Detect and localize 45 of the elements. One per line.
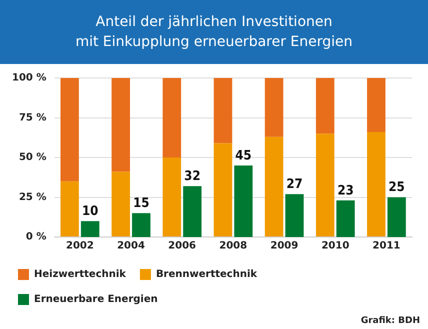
data-label: 10 bbox=[82, 204, 98, 219]
text: Grafik: BDH bbox=[360, 316, 420, 326]
data-label: 45 bbox=[235, 148, 252, 164]
bar bbox=[234, 165, 253, 237]
bar bbox=[112, 78, 130, 172]
bar bbox=[162, 78, 182, 158]
bar bbox=[367, 78, 386, 132]
bar bbox=[387, 197, 406, 237]
x-tick-label: 2006 bbox=[168, 240, 196, 252]
bar bbox=[316, 78, 334, 134]
bar bbox=[112, 172, 130, 236]
legend-label: Erneuerbare Energien bbox=[34, 294, 158, 306]
y-tick-label: 0 % bbox=[26, 232, 46, 243]
x-tick-label: 2008 bbox=[219, 240, 248, 252]
y-tick-label: 50 % bbox=[18, 152, 46, 164]
bar bbox=[183, 186, 202, 237]
legend-label: Brennwerttechnik bbox=[156, 269, 258, 280]
x-tick-label: 2004 bbox=[117, 240, 145, 252]
bar bbox=[132, 213, 150, 237]
data-label: 32 bbox=[184, 168, 200, 184]
bar bbox=[316, 134, 334, 236]
y-tick-label: 25 % bbox=[18, 192, 46, 203]
legend-label: Heizwerttechnik bbox=[34, 269, 126, 280]
bar bbox=[285, 194, 304, 237]
bar bbox=[214, 143, 232, 236]
data-label: 23 bbox=[337, 183, 354, 198]
x-tick-label: 2009 bbox=[270, 240, 298, 252]
bar bbox=[264, 136, 284, 236]
bar bbox=[264, 78, 284, 137]
data-label: 15 bbox=[133, 196, 150, 212]
bar bbox=[60, 78, 79, 182]
chart-title: Anteil der jährlichen Investitionen mit Einkupplung erneuerbarer Energien bbox=[0, 0, 428, 64]
bar bbox=[214, 78, 232, 144]
data-label: 25 bbox=[388, 180, 405, 196]
data-label: 27 bbox=[286, 176, 303, 192]
y-tick-label: 100 % bbox=[12, 72, 46, 84]
bar bbox=[162, 158, 182, 236]
bar bbox=[60, 181, 79, 236]
x-tick-label: 2010 bbox=[321, 240, 350, 252]
bar bbox=[367, 132, 386, 236]
y-tick-label: 75 % bbox=[18, 112, 46, 124]
x-tick-label: 2002 bbox=[66, 240, 94, 252]
bar bbox=[80, 221, 100, 237]
bar bbox=[336, 200, 355, 237]
x-tick-label: 2011 bbox=[372, 240, 400, 252]
